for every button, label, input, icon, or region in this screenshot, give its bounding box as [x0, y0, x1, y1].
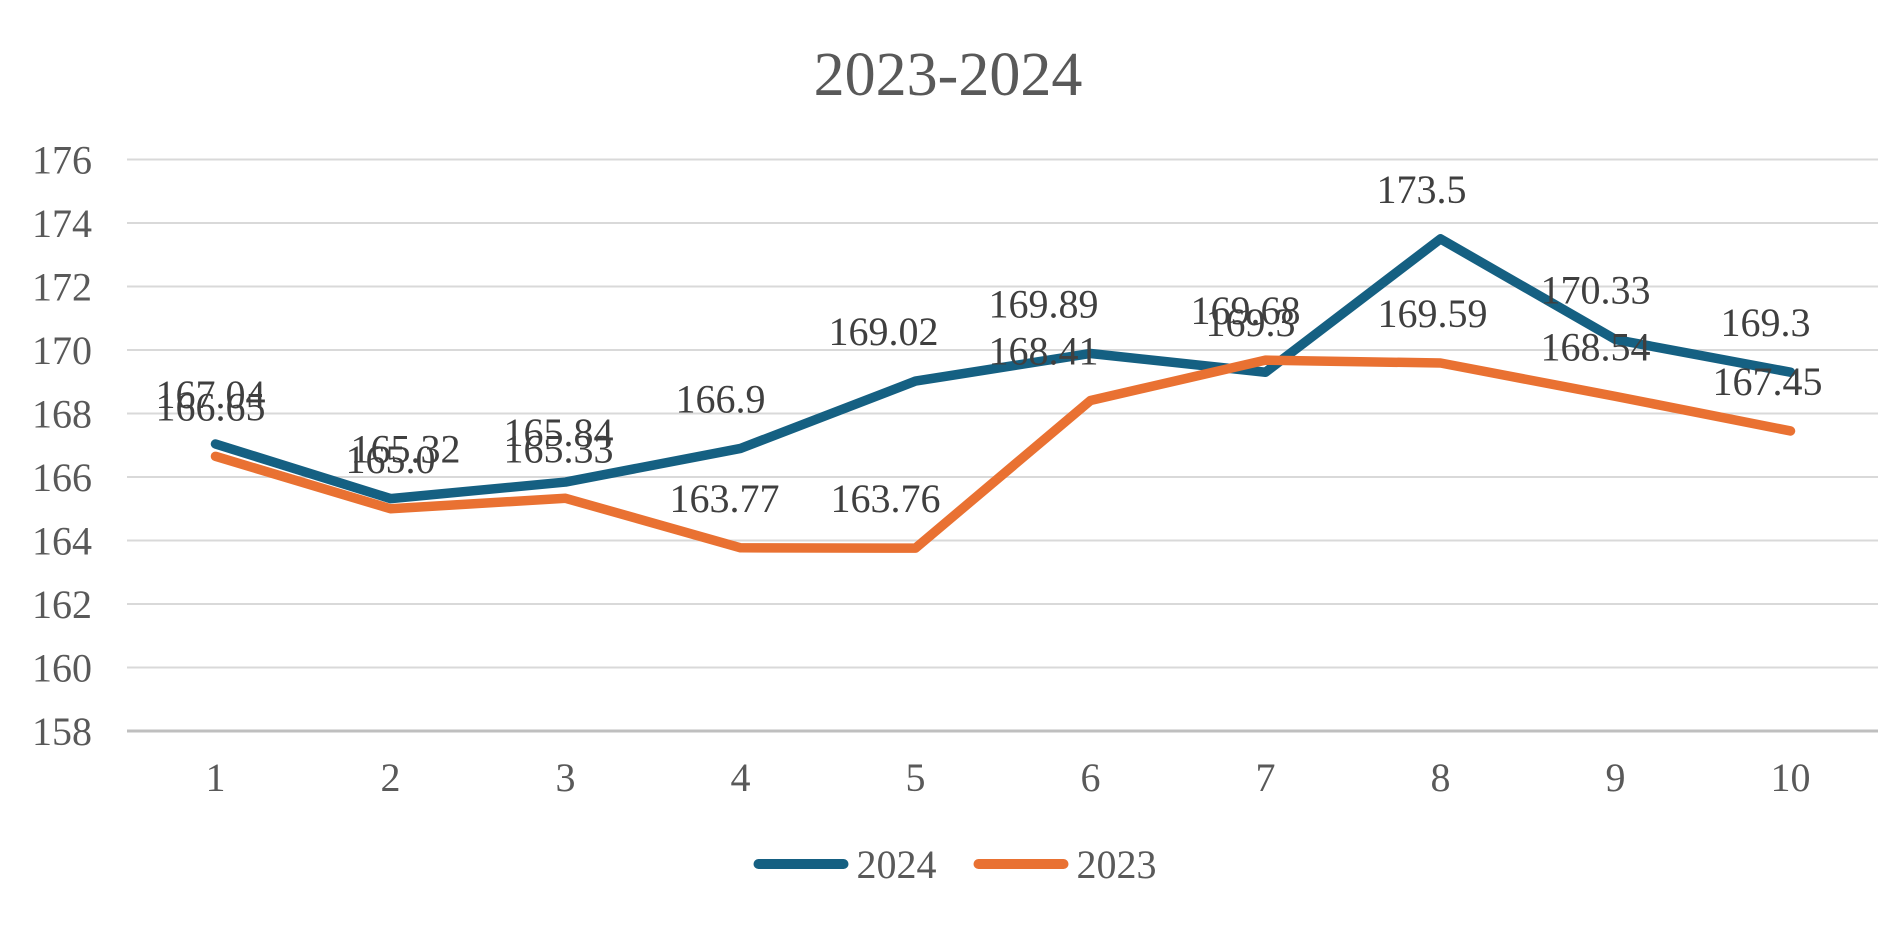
data-label-2024: 165.84 — [504, 410, 614, 455]
y-tick-label: 176 — [32, 138, 92, 183]
x-tick-label: 5 — [906, 755, 926, 800]
data-label-2024: 173.5 — [1377, 167, 1467, 212]
data-label-2024: 170.33 — [1541, 268, 1651, 313]
data-label-2024: 169.3 — [1206, 300, 1296, 345]
data-label-2024: 166.9 — [676, 376, 766, 421]
data-label-2024: 167.04 — [156, 372, 266, 417]
data-label-2023: 169.59 — [1378, 291, 1488, 336]
data-label-2023: 163.77 — [670, 476, 780, 521]
series-line-2024 — [210, 234, 1796, 504]
y-tick-label: 162 — [32, 582, 92, 627]
x-tick-label: 10 — [1771, 755, 1811, 800]
y-tick-label: 174 — [32, 201, 92, 246]
y-axis-labels: 176 174 172 170 168 166 164 162 160 158 — [32, 138, 92, 755]
data-label-2023: 166.65 — [156, 384, 266, 429]
data-label-2023: 169.68 — [1191, 288, 1301, 333]
x-tick-label: 7 — [1256, 755, 1276, 800]
data-label-2023: 168.41 — [989, 328, 1099, 373]
data-label-2024: 165.32 — [351, 427, 461, 472]
x-tick-label: 1 — [206, 755, 226, 800]
y-tick-label: 160 — [32, 646, 92, 691]
x-tick-label: 8 — [1431, 755, 1451, 800]
legend-label-2023: 2023 — [1077, 842, 1157, 887]
x-tick-label: 9 — [1606, 755, 1626, 800]
data-label-2024: 169.02 — [829, 309, 939, 354]
data-label-2023: 168.54 — [1541, 324, 1651, 369]
x-tick-label: 3 — [556, 755, 576, 800]
series-lines — [210, 234, 1796, 553]
data-label-2024: 169.89 — [989, 281, 1099, 326]
x-tick-label: 2 — [381, 755, 401, 800]
x-tick-label: 4 — [731, 755, 751, 800]
y-tick-label: 168 — [32, 392, 92, 437]
y-tick-label: 172 — [32, 265, 92, 310]
data-label-2023: 165.33 — [504, 426, 614, 471]
legend-swatch-2023 — [973, 859, 1069, 869]
data-label-2023: 165.0 — [346, 437, 436, 482]
data-label-2024: 169.3 — [1721, 300, 1811, 345]
y-tick-label: 166 — [32, 455, 92, 500]
chart-title: 2023-2024 — [814, 41, 1083, 109]
y-tick-label: 158 — [32, 709, 92, 754]
series-line-2023 — [210, 355, 1796, 553]
y-tick-label: 164 — [32, 519, 92, 564]
legend: 2024 2023 — [753, 842, 1157, 887]
x-axis-labels: 1 2 3 4 5 6 7 8 9 10 — [206, 755, 1811, 800]
y-tick-label: 170 — [32, 328, 92, 373]
legend-label-2024: 2024 — [857, 842, 937, 887]
x-tick-label: 6 — [1081, 755, 1101, 800]
data-label-2023: 163.76 — [831, 476, 941, 521]
legend-swatch-2024 — [753, 859, 849, 869]
data-label-2023: 167.45 — [1713, 359, 1823, 404]
data-labels: 167.04 165.32 165.84 166.9 169.02 169.89 169.3… — [156, 167, 1823, 521]
